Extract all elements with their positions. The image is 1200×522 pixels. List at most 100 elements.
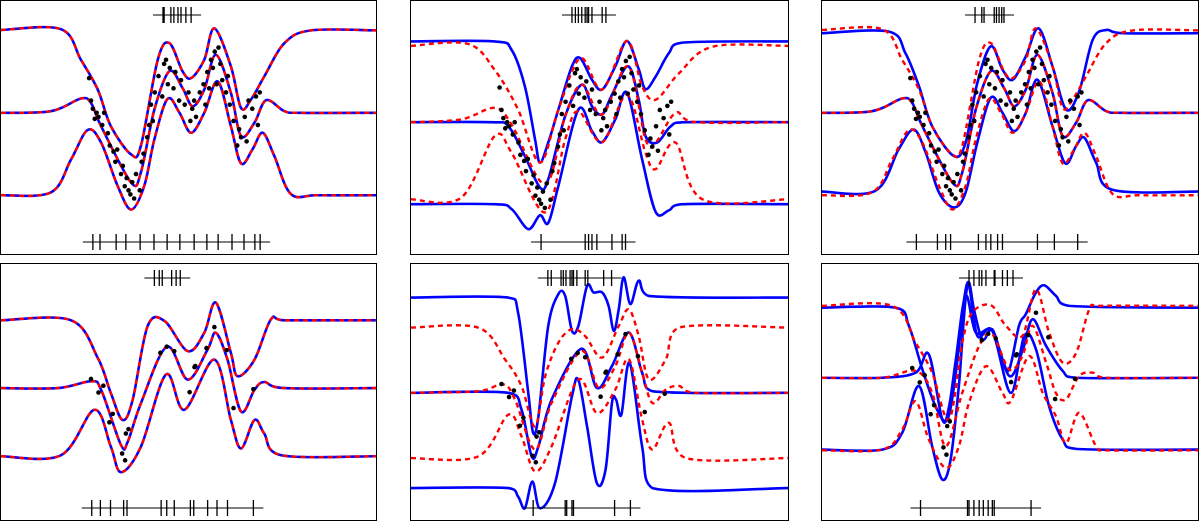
data-point — [598, 394, 603, 400]
data-point — [666, 132, 672, 137]
blue-solid-lower-curve — [822, 283, 1198, 482]
data-point — [568, 356, 574, 362]
data-point — [536, 429, 542, 435]
data-point — [638, 111, 644, 117]
data-point — [161, 61, 167, 67]
data-point — [246, 98, 251, 103]
data-point — [105, 130, 111, 136]
data-point — [928, 143, 934, 148]
data-point — [238, 134, 244, 140]
data-point — [122, 458, 128, 463]
data-point — [1052, 396, 1058, 402]
red-dashed-upper-curve — [411, 308, 788, 428]
data-point — [542, 205, 548, 211]
data-point — [1058, 126, 1064, 132]
data-point — [557, 132, 563, 137]
data-point — [636, 83, 642, 88]
data-point — [631, 87, 636, 92]
data-point — [244, 139, 249, 144]
data-point — [501, 115, 506, 121]
blue-solid-lower-curve — [411, 90, 788, 231]
data-point — [1037, 45, 1043, 50]
data-point — [497, 85, 502, 90]
red-dashed-lower-curve — [1, 358, 376, 474]
data-point — [111, 149, 116, 154]
data-point — [137, 188, 143, 193]
data-point — [191, 98, 197, 103]
data-point — [988, 65, 994, 71]
data-point — [165, 81, 171, 87]
data-point — [531, 172, 536, 178]
data-point — [96, 390, 101, 395]
data-point — [204, 345, 209, 351]
data-point — [511, 388, 517, 393]
data-point — [1056, 143, 1062, 148]
data-point — [521, 158, 527, 164]
data-point — [126, 188, 131, 193]
data-point — [139, 159, 144, 165]
data-point — [960, 159, 966, 165]
data-point — [1075, 94, 1080, 99]
data-point — [615, 352, 620, 357]
data-point — [167, 65, 173, 71]
data-point — [523, 168, 529, 174]
data-point — [1079, 90, 1084, 95]
data-point — [141, 151, 146, 156]
data-point — [923, 110, 928, 116]
data-point — [192, 363, 198, 369]
data-point — [188, 118, 193, 124]
data-point — [608, 99, 614, 105]
data-point — [518, 152, 523, 158]
data-point — [1022, 81, 1028, 87]
data-point — [600, 115, 606, 121]
data-point — [551, 160, 557, 166]
data-point — [156, 73, 161, 79]
data-point — [1045, 90, 1050, 95]
data-point — [947, 188, 953, 193]
data-point — [253, 94, 259, 99]
data-point — [943, 183, 949, 189]
data-point — [533, 193, 538, 198]
data-point — [575, 350, 580, 356]
data-point — [655, 148, 661, 154]
data-point — [621, 75, 627, 80]
data-point — [186, 90, 191, 95]
data-point — [88, 98, 94, 103]
data-point — [1032, 65, 1037, 71]
data-point — [922, 372, 927, 378]
data-point — [101, 110, 107, 116]
red-dashed-lower-curve — [822, 80, 1198, 211]
data-point — [1039, 61, 1045, 67]
data-point — [953, 196, 958, 201]
data-point — [525, 156, 531, 162]
data-point — [118, 171, 124, 177]
data-point — [941, 445, 946, 450]
data-point — [119, 451, 125, 456]
data-point — [665, 103, 670, 109]
data-point — [131, 196, 137, 201]
data-point — [231, 405, 236, 411]
data-point — [152, 90, 158, 95]
data-point — [163, 57, 169, 63]
data-point — [1035, 81, 1041, 87]
data-point — [597, 99, 602, 105]
data-point — [926, 130, 932, 136]
data-point — [499, 107, 504, 113]
plot-area — [411, 270, 788, 516]
data-point — [255, 122, 261, 128]
data-point — [251, 386, 256, 392]
data-point — [204, 69, 210, 75]
data-point — [210, 65, 216, 71]
data-point — [499, 381, 504, 387]
data-point — [612, 91, 617, 96]
data-point — [176, 98, 182, 103]
red-dashed-lower-curve — [411, 357, 788, 473]
data-point — [1077, 122, 1082, 128]
data-point — [148, 102, 154, 107]
data-point — [629, 70, 634, 76]
data-point — [987, 81, 992, 87]
data-point — [158, 350, 163, 356]
data-point — [126, 426, 131, 432]
data-point — [567, 83, 572, 88]
data-point — [992, 86, 998, 91]
